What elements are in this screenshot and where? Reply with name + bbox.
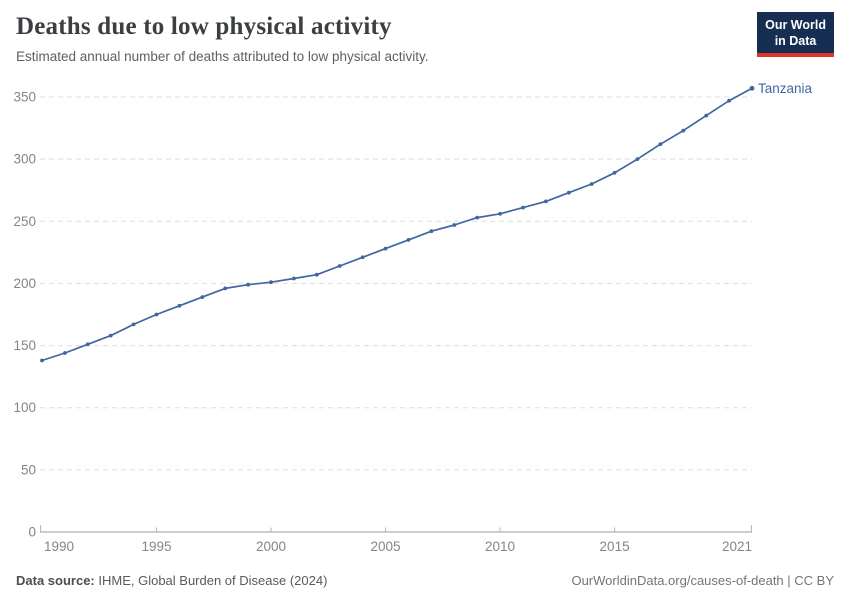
data-point-2014[interactable] [589, 182, 594, 186]
x-tick-label-2010: 2010 [485, 539, 515, 554]
x-tick-label-2000: 2000 [256, 539, 286, 554]
y-tick-label-300: 300 [13, 152, 36, 167]
y-tick-label-150: 150 [13, 338, 36, 353]
x-tick-label-1995: 1995 [141, 539, 171, 554]
data-source-label: Data source: [16, 573, 95, 588]
y-tick-label-100: 100 [13, 400, 36, 415]
data-point-2012[interactable] [544, 199, 548, 204]
data-point-2007[interactable] [429, 229, 434, 234]
data-point-2004[interactable] [360, 255, 365, 260]
y-tick-label-350: 350 [13, 90, 36, 105]
data-point-2020[interactable] [727, 98, 731, 103]
y-tick-label-250: 250 [13, 214, 36, 229]
data-point-2008[interactable] [452, 223, 457, 227]
series-end-label[interactable]: Tanzania [758, 81, 813, 96]
owid-logo[interactable]: Our World in Data [757, 12, 834, 58]
x-tick-label-2021: 2021 [722, 539, 752, 554]
data-point-1999[interactable] [246, 282, 251, 287]
data-point-1993[interactable] [108, 333, 113, 338]
x-tick-label-1990: 1990 [44, 539, 74, 554]
data-point-2002[interactable] [314, 272, 319, 277]
data-point-2003[interactable] [337, 264, 342, 268]
data-point-2000[interactable] [269, 280, 273, 285]
data-source: Data source: IHME, Global Burden of Dise… [16, 573, 327, 588]
data-point-1996[interactable] [177, 303, 182, 308]
chart-header: Deaths due to low physical activity Esti… [16, 12, 750, 64]
y-tick-label-200: 200 [13, 276, 36, 291]
y-tick-label-0: 0 [28, 525, 36, 540]
chart-subtitle: Estimated annual number of deaths attrib… [16, 49, 429, 64]
data-point-2005[interactable] [383, 246, 388, 251]
data-point-2017[interactable] [658, 142, 663, 147]
x-tick-label-2015: 2015 [600, 539, 630, 554]
data-point-1992[interactable] [85, 342, 90, 347]
data-point-2013[interactable] [566, 190, 571, 195]
data-point-1997[interactable] [200, 295, 205, 299]
x-tick-label-2005: 2005 [371, 539, 401, 554]
data-point-2015[interactable] [612, 170, 617, 175]
data-point-2001[interactable] [292, 276, 296, 281]
data-point-1998[interactable] [223, 286, 228, 291]
data-point-1990[interactable] [40, 358, 44, 363]
y-tick-label-50: 50 [21, 462, 36, 477]
data-point-1995[interactable] [154, 312, 159, 317]
owid-logo-line1: Our World [765, 18, 826, 32]
data-source-text: IHME, Global Burden of Disease (2024) [94, 573, 328, 588]
data-point-2019[interactable] [704, 113, 709, 118]
data-point-2009[interactable] [475, 215, 480, 220]
footer-citation-link[interactable]: OurWorldinData.org/causes-of-death | CC … [571, 573, 834, 588]
data-point-2011[interactable] [521, 205, 525, 210]
data-point-2018[interactable] [681, 128, 686, 133]
data-point-2016[interactable] [635, 157, 640, 162]
data-point-2010[interactable] [498, 211, 502, 216]
data-point-2021[interactable] [749, 85, 755, 91]
chart-footer: Data source: IHME, Global Burden of Dise… [16, 573, 834, 588]
data-point-1991[interactable] [63, 351, 67, 355]
chart-title: Deaths due to low physical activity [16, 13, 392, 40]
series-line-tanzania[interactable] [41, 87, 753, 362]
data-point-2006[interactable] [406, 238, 411, 242]
data-point-1994[interactable] [131, 322, 136, 327]
owid-logo-line2: in Data [774, 33, 817, 48]
